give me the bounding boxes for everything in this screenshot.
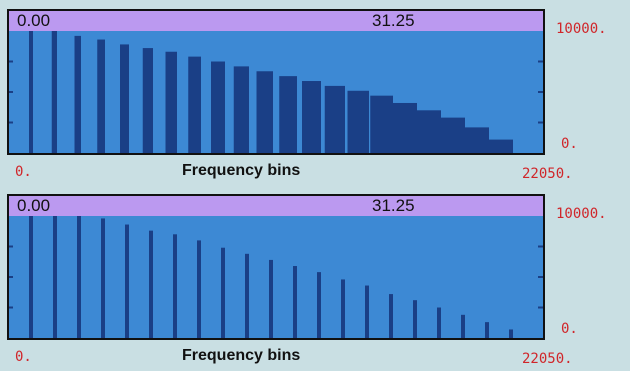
frequency-bar <box>120 44 129 153</box>
frequency-bar <box>211 61 225 153</box>
frequency-bar <box>347 90 369 153</box>
frequency-bar <box>485 322 489 338</box>
frequency-bar <box>437 307 441 338</box>
spectrum-panel-1: 0.00 31.25 10000. 0. 0. Frequency bins 2… <box>0 0 630 185</box>
frequency-bar <box>465 127 489 153</box>
frequency-bar <box>293 266 297 338</box>
x-min-label: 0. <box>15 164 32 180</box>
header-bar[interactable]: 0.00 31.25 <box>7 194 545 218</box>
frequency-bar <box>188 56 201 153</box>
frequency-bar <box>365 285 369 338</box>
frequency-bar <box>489 139 513 153</box>
x-axis-label: Frequency bins <box>182 347 301 364</box>
header-left-value: 0.00 <box>17 196 51 215</box>
frequency-bar <box>165 51 177 153</box>
frequency-bar <box>29 216 33 338</box>
header-left-value: 0.00 <box>17 11 51 30</box>
header-bar[interactable]: 0.00 31.25 <box>7 9 545 33</box>
frequency-bar <box>302 81 321 153</box>
x-max-label: 22050. <box>522 166 573 182</box>
frequency-bar <box>461 314 465 338</box>
frequency-bar <box>389 294 393 338</box>
frequency-bar <box>149 230 153 338</box>
bar-chart <box>9 31 543 153</box>
x-max-label: 22050. <box>522 351 573 367</box>
plot-area[interactable] <box>7 31 545 155</box>
y-max-label: 10000. <box>556 206 607 222</box>
frequency-bar <box>393 102 417 153</box>
x-axis-label: Frequency bins <box>182 162 301 179</box>
frequency-bar <box>101 218 105 338</box>
y-min-label: 0. <box>561 136 578 152</box>
plot-area[interactable] <box>7 216 545 340</box>
frequency-bar <box>173 234 177 338</box>
frequency-bar <box>341 279 345 338</box>
frequency-bar <box>233 66 249 153</box>
frequency-bar <box>317 272 321 338</box>
frequency-bar <box>197 240 201 338</box>
y-max-label: 10000. <box>556 21 607 37</box>
y-min-label: 0. <box>561 321 578 337</box>
frequency-bar <box>74 35 81 153</box>
frequency-bar <box>142 48 153 153</box>
frequency-bar <box>125 224 129 338</box>
x-min-label: 0. <box>15 349 32 365</box>
frequency-bar <box>51 31 57 153</box>
bar-chart <box>9 216 543 338</box>
frequency-bar <box>269 259 273 338</box>
frequency-bar <box>221 247 225 338</box>
header-mid-value: 31.25 <box>372 196 415 215</box>
frequency-bar <box>324 85 345 153</box>
frequency-bar <box>509 329 513 338</box>
frequency-bar <box>413 300 417 338</box>
frequency-bar <box>77 216 81 338</box>
frequency-bar <box>370 95 393 153</box>
frequency-bar <box>245 253 249 338</box>
spectrum-panel-2: 0.00 31.25 10000. 0. 0. Frequency bins 2… <box>0 185 630 370</box>
frequency-bar <box>97 39 105 153</box>
header-mid-value: 31.25 <box>372 11 415 30</box>
frequency-bar <box>53 216 57 338</box>
frequency-bar <box>441 117 465 153</box>
frequency-bar <box>279 76 297 153</box>
frequency-bar <box>29 31 33 153</box>
frequency-bar <box>417 110 441 153</box>
frequency-bar <box>256 71 273 153</box>
